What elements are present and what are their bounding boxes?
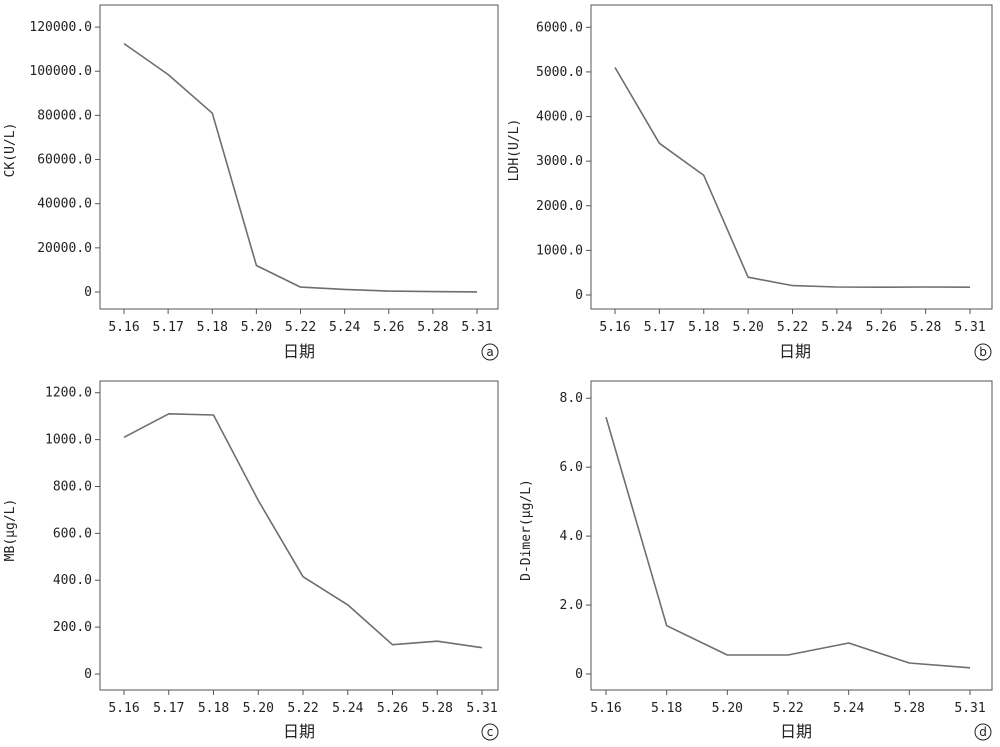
x-tick-label: 5.28: [894, 701, 925, 716]
x-axis-label: 日期: [780, 722, 812, 741]
x-tick-label: 5.18: [198, 701, 229, 716]
chart-panel-c: 0 200.0 400.0 600.0 800.0 1000.0 1200.0 5.16 5.1…: [3, 380, 499, 741]
series-line: [614, 67, 971, 289]
y-tick-label: 6000.0: [536, 20, 583, 35]
chart-panel-d: 0 2.0 4.0 6.0 8.0 5.16 5.18 5.20 5.22 5.24 5.28 5.3…: [519, 380, 993, 741]
panel-tag-circle: [481, 343, 499, 361]
x-tick-label: 5.17: [644, 320, 675, 335]
y-tick-label: 1200.0: [45, 386, 92, 401]
x-tick-label: 5.20: [712, 701, 743, 716]
y-tick-label: 120000.0: [29, 20, 92, 35]
panel-tag: d: [979, 725, 987, 739]
y-tick-label: 3000.0: [536, 154, 583, 169]
series-line: [123, 42, 478, 293]
x-tick-label: 5.31: [461, 320, 492, 335]
panel-tag-circle: [481, 723, 499, 741]
y-tick-label: 80000.0: [37, 108, 92, 123]
y-tick-label: 100000.0: [29, 64, 92, 79]
x-tick-label: 5.16: [108, 701, 139, 716]
y-tick-label: 400.0: [53, 573, 92, 588]
y-tick-label: 200.0: [53, 620, 92, 635]
panel-tag: c: [487, 725, 494, 739]
y-tick-label: 0: [575, 667, 583, 682]
x-tick-label: 5.20: [732, 320, 763, 335]
x-tick-label: 5.31: [954, 701, 985, 716]
y-tick-label: 5000.0: [536, 65, 583, 80]
y-tick-label: 0: [575, 288, 583, 303]
x-tick-label: 5.22: [285, 320, 316, 335]
x-tick-label: 5.22: [777, 320, 808, 335]
y-axis-label: D-Dimer(μg/L): [519, 479, 534, 581]
y-tick-label: 40000.0: [37, 197, 92, 212]
y-tick-label: 4000.0: [536, 110, 583, 125]
y-tick-label: 4.0: [560, 529, 583, 544]
x-tick-label: 5.20: [241, 320, 272, 335]
y-tick-label: 0: [84, 667, 92, 682]
plot-frame: [590, 380, 993, 691]
x-tick-label: 5.31: [954, 320, 985, 335]
chart-panel-b: 0 1000.0 2000.0 3000.0 4000.0 5000.0 6000.0 5.1…: [507, 4, 993, 361]
x-tick-label: 5.22: [287, 701, 318, 716]
x-tick-label: 5.22: [772, 701, 803, 716]
x-tick-label: 5.17: [152, 320, 183, 335]
plot-frame: [590, 4, 993, 310]
plot-frame: [99, 380, 499, 691]
x-tick-label: 5.16: [599, 320, 630, 335]
series-line: [605, 416, 971, 669]
x-tick-label: 5.26: [377, 701, 408, 716]
y-tick-label: 1000.0: [45, 433, 92, 448]
panel-tag: b: [979, 345, 987, 359]
y-tick-label: 20000.0: [37, 241, 92, 256]
y-tick-label: 6.0: [560, 460, 583, 475]
x-tick-label: 5.18: [197, 320, 228, 335]
y-axis-label: LDH(U/L): [507, 119, 522, 182]
y-tick-label: 8.0: [560, 391, 583, 406]
x-tick-label: 5.20: [243, 701, 274, 716]
x-axis-label: 日期: [779, 342, 811, 361]
chart-panel-a: 0 20000.0 40000.0 60000.0 80000.0 100000.0 120…: [3, 4, 499, 361]
y-tick-label: 600.0: [53, 526, 92, 541]
x-tick-label: 5.28: [422, 701, 453, 716]
x-tick-label: 5.31: [466, 701, 497, 716]
x-tick-label: 5.17: [153, 701, 184, 716]
panel-tag-circle: [974, 343, 992, 361]
series-line: [123, 412, 483, 649]
x-tick-label: 5.26: [866, 320, 897, 335]
x-tick-label: 5.16: [108, 320, 139, 335]
x-tick-label: 5.18: [688, 320, 719, 335]
y-tick-label: 800.0: [53, 479, 92, 494]
y-tick-label: 2.0: [560, 598, 583, 613]
y-tick-label: 1000.0: [536, 243, 583, 258]
x-tick-label: 5.26: [373, 320, 404, 335]
panel-tag-circle: [974, 723, 992, 741]
x-tick-label: 5.16: [590, 701, 621, 716]
x-tick-label: 5.28: [910, 320, 941, 335]
x-tick-label: 5.28: [417, 320, 448, 335]
x-tick-label: 5.24: [833, 701, 864, 716]
x-tick-label: 5.24: [329, 320, 360, 335]
x-axis-label: 日期: [283, 342, 315, 361]
y-axis-label: MB(μg/L): [3, 499, 18, 562]
plot-frame: [99, 4, 499, 310]
y-axis-label: CK(U/L): [3, 123, 18, 178]
x-axis-label: 日期: [283, 722, 315, 741]
y-tick-label: 60000.0: [37, 153, 92, 168]
y-tick-label: 0: [84, 285, 92, 300]
x-tick-label: 5.24: [332, 701, 363, 716]
panel-tag: a: [486, 345, 493, 359]
y-tick-label: 2000.0: [536, 199, 583, 214]
x-tick-label: 5.24: [821, 320, 852, 335]
x-tick-label: 5.18: [651, 701, 682, 716]
